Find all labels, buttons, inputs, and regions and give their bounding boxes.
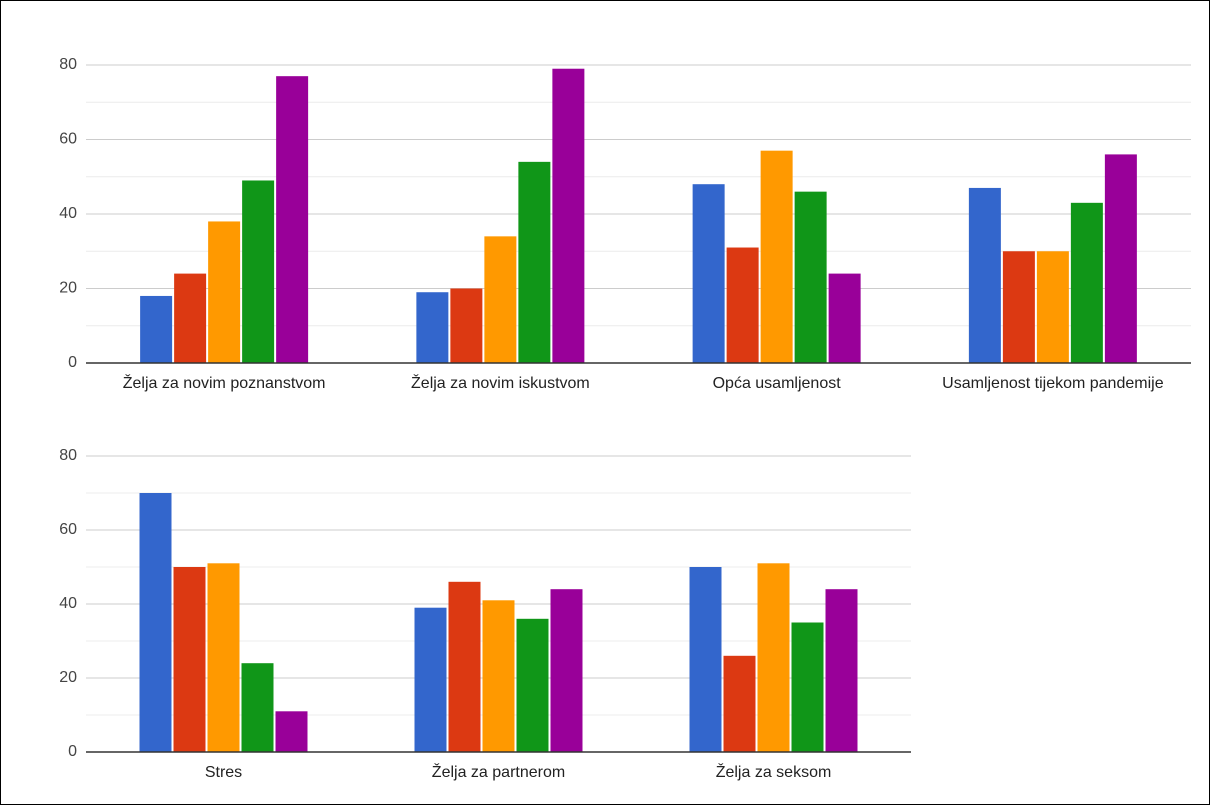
x-tick-label: Usamljenost tijekom pandemije [942, 375, 1164, 392]
bar [1036, 251, 1069, 363]
bar [1104, 154, 1137, 363]
bar [139, 493, 172, 752]
bar [828, 273, 861, 363]
bar [692, 184, 725, 363]
bar [208, 221, 241, 363]
bar [242, 180, 275, 363]
bar [726, 247, 759, 363]
bar [416, 292, 449, 363]
bar [484, 236, 517, 363]
y-tick-label: 0 [68, 743, 77, 760]
bar [448, 581, 481, 752]
bar [516, 618, 549, 752]
bar [174, 273, 207, 363]
x-tick-label: Želja za novim iskustvom [411, 375, 590, 392]
x-tick-label: Želja za novim poznanstvom [122, 375, 326, 392]
y-tick-label: 20 [59, 280, 77, 297]
bar [482, 600, 515, 752]
y-tick-label: 40 [59, 595, 77, 612]
y-tick-label: 20 [59, 669, 77, 686]
bar [794, 191, 827, 363]
y-tick-label: 80 [59, 56, 77, 73]
bar [275, 711, 308, 752]
x-tick-label: Opća usamljenost [712, 375, 841, 392]
bar [552, 68, 585, 363]
y-tick-label: 60 [59, 521, 77, 538]
y-tick-label: 40 [59, 205, 77, 222]
y-tick-label: 60 [59, 131, 77, 148]
bar [689, 567, 722, 752]
x-tick-label: Želja za partnerom [431, 764, 566, 781]
bar [276, 76, 309, 364]
bar [825, 589, 858, 752]
bar [550, 589, 583, 752]
y-tick-label: 80 [59, 447, 77, 464]
bar [757, 563, 790, 752]
x-tick-label: Želja za seksom [715, 764, 832, 781]
bar [140, 295, 173, 363]
bar [1002, 251, 1035, 363]
x-tick-label: Stres [204, 764, 243, 781]
bar [1070, 202, 1103, 363]
bar [414, 607, 447, 752]
bar [760, 150, 793, 363]
bar [791, 622, 824, 752]
bar [241, 663, 274, 752]
bar [518, 161, 551, 363]
bar [173, 567, 206, 752]
bar [450, 288, 483, 363]
bar [723, 655, 756, 752]
bar [968, 187, 1001, 363]
bar [207, 563, 240, 752]
y-tick-label: 0 [68, 354, 77, 371]
